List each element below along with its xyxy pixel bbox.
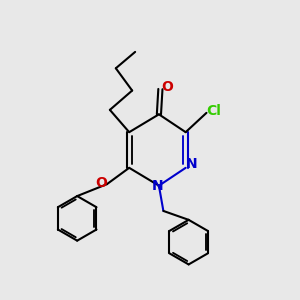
Text: O: O — [161, 80, 173, 94]
Text: O: O — [96, 176, 107, 190]
Text: Cl: Cl — [206, 104, 221, 118]
Text: N: N — [186, 157, 197, 171]
Text: N: N — [151, 179, 163, 193]
